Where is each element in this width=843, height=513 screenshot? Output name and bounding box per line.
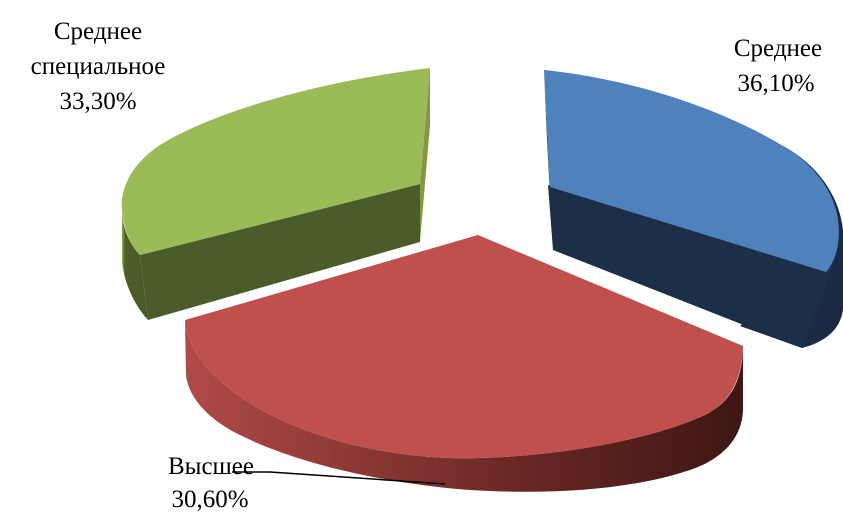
- label-vysshee-value: 30,60%: [171, 486, 248, 513]
- label-srednee-value: 36,10%: [737, 70, 814, 97]
- slice-srednee-specialnoe-top: [121, 68, 430, 255]
- slice-vysshee: [185, 235, 743, 492]
- leader-line-vysshee: [269, 471, 446, 485]
- slice-srednee-specialnoe-edge-wall: [420, 68, 430, 242]
- slice-srednee-inner-wall-lower: [548, 185, 832, 348]
- slice-srednee-specialnoe: [121, 68, 430, 320]
- label-srednee-specialnoe-name-line1: Среднее: [54, 18, 142, 45]
- slice-srednee-specialnoe-wall: [122, 208, 148, 320]
- slice-srednee-specialnoe-front-wall: [140, 184, 420, 320]
- slice-srednee-top: [544, 70, 839, 272]
- label-srednee-specialnoe-value: 33,30%: [59, 88, 136, 115]
- slice-srednee: [544, 70, 843, 348]
- slice-vysshee-side: [185, 320, 743, 492]
- label-vysshee-name: Высшее: [168, 453, 254, 480]
- slice-vysshee-top: [185, 235, 743, 459]
- label-srednee-name: Среднее: [734, 35, 822, 62]
- label-srednee-specialnoe-name-line2: специальное: [31, 53, 166, 80]
